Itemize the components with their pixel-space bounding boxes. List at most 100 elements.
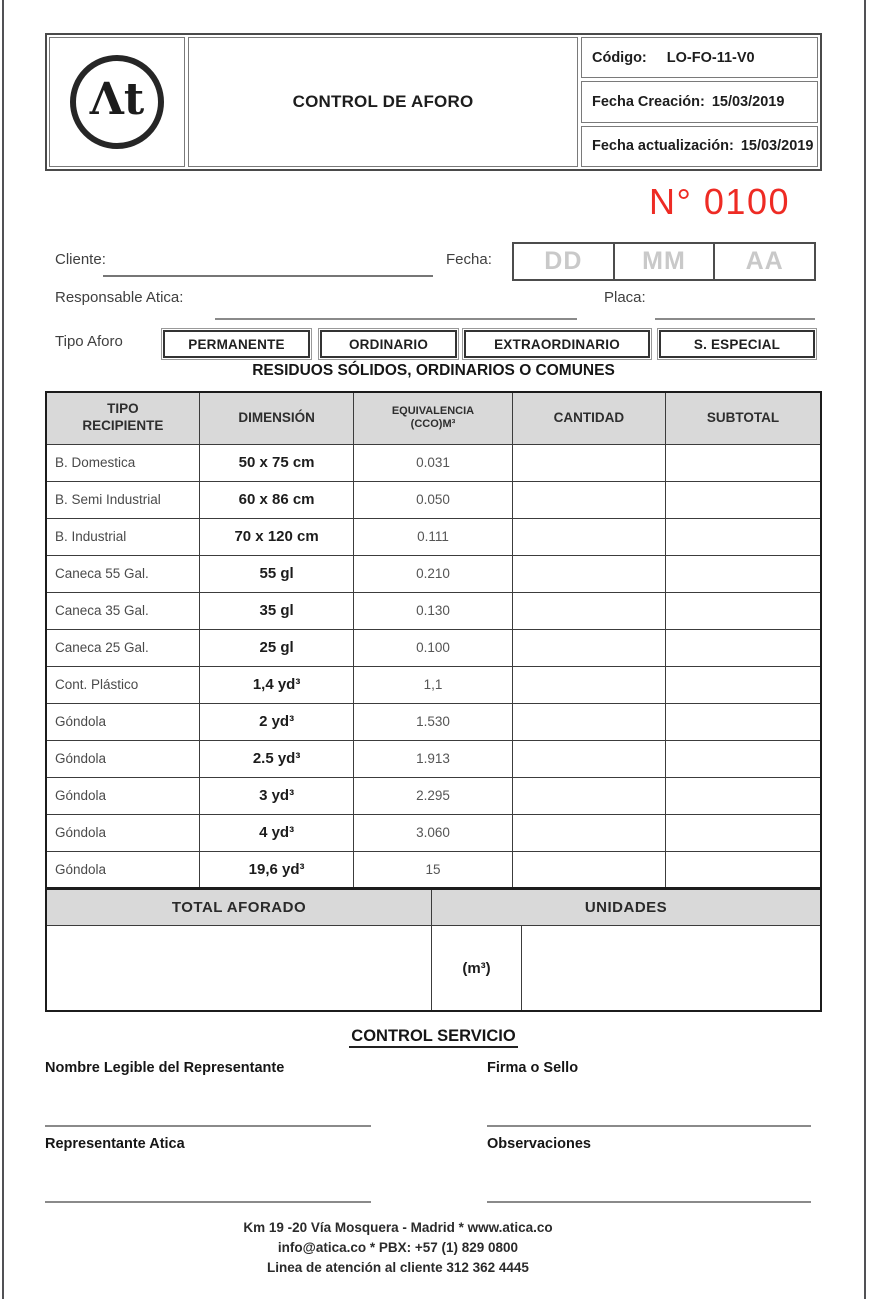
header-code-row: Código: LO-FO-11-V0	[581, 37, 818, 79]
date-box: DD MM AA	[512, 242, 816, 281]
dimension-cell: 1,4 yd³	[198, 665, 355, 704]
subtotal-cell[interactable]	[665, 591, 822, 630]
cantidad-cell[interactable]	[511, 776, 667, 815]
subtotal-cell[interactable]	[665, 813, 822, 852]
total-aforado-header: TOTAL AFORADO	[47, 890, 432, 925]
header-updated-row: Fecha actualización: 15/03/2019	[581, 125, 818, 167]
table-row: Cont. Plástico 1,4 yd³ 1,1	[45, 665, 822, 704]
dimension-cell: 3 yd³	[198, 776, 355, 815]
document-number: N° 0100	[649, 181, 790, 222]
date-label: Fecha:	[446, 251, 492, 268]
form-title: CONTROL DE AFORO	[188, 37, 578, 167]
equivalencia-cell: 0.050	[353, 480, 513, 519]
tipo-cell: B. Industrial	[45, 517, 200, 556]
totals-block: TOTAL AFORADO UNIDADES (m³)	[45, 888, 822, 1012]
plate-label: Placa:	[604, 289, 646, 306]
date-year-field[interactable]: AA	[713, 244, 814, 279]
client-input-line[interactable]	[103, 275, 433, 277]
tipo-cell: Góndola	[45, 739, 200, 778]
unidades-header: UNIDADES	[432, 890, 820, 925]
equivalencia-cell: 15	[353, 850, 513, 889]
dimension-cell: 60 x 86 cm	[198, 480, 355, 519]
page-border-right	[864, 0, 866, 1299]
col-header-subtotal: SUBTOTAL	[665, 391, 822, 445]
residuos-table: TIPO RECIPIENTE DIMENSIÓN EQUIVALENCIA (…	[45, 391, 822, 889]
cantidad-cell[interactable]	[511, 591, 667, 630]
table-row: B. Industrial 70 x 120 cm 0.111	[45, 517, 822, 556]
equivalencia-cell: 0.100	[353, 628, 513, 667]
table-row: Góndola 2.5 yd³ 1.913	[45, 739, 822, 778]
signature-seal-label: Firma o Sello	[487, 1060, 579, 1076]
tipo-cell: Cont. Plástico	[45, 665, 200, 704]
logo-cell: Λt	[49, 37, 185, 167]
unidades-value-cell[interactable]	[522, 926, 820, 1010]
tipo-cell: Góndola	[45, 702, 200, 741]
cantidad-cell[interactable]	[511, 480, 667, 519]
subtotal-cell[interactable]	[665, 554, 822, 593]
cantidad-cell[interactable]	[511, 739, 667, 778]
subtotal-cell[interactable]	[665, 739, 822, 778]
cantidad-cell[interactable]	[511, 665, 667, 704]
col-header-cantidad: CANTIDAD	[511, 391, 667, 445]
total-aforado-value-cell[interactable]	[47, 926, 432, 1010]
observations-line[interactable]	[487, 1201, 811, 1203]
date-month-field[interactable]: MM	[612, 244, 714, 279]
subtotal-cell[interactable]	[665, 850, 822, 889]
atica-logo-icon: Λt	[70, 54, 164, 149]
tipo-cell: Caneca 35 Gal.	[45, 591, 200, 630]
observations-label: Observaciones	[487, 1136, 591, 1152]
table-row: B. Semi Industrial 60 x 86 cm 0.050	[45, 480, 822, 519]
cantidad-cell[interactable]	[511, 850, 667, 889]
cantidad-cell[interactable]	[511, 702, 667, 741]
signature-seal-line[interactable]	[487, 1125, 811, 1127]
type-ordinario-button[interactable]: ORDINARIO	[318, 328, 459, 360]
page-border-left	[2, 0, 4, 1299]
atica-representative-line[interactable]	[45, 1201, 371, 1203]
control-servicio-title: CONTROL SERVICIO	[45, 1027, 822, 1048]
cantidad-cell[interactable]	[511, 554, 667, 593]
updated-value: 15/03/2019	[740, 138, 814, 155]
header-created-row: Fecha Creación: 15/03/2019	[581, 81, 818, 123]
date-day-field[interactable]: DD	[544, 247, 583, 275]
equivalencia-cell: 0.031	[353, 443, 513, 482]
tipo-cell: B. Semi Industrial	[45, 480, 200, 519]
table-row: B. Domestica 50 x 75 cm 0.031	[45, 443, 822, 482]
m3-unit-label: (m³)	[432, 926, 522, 1010]
footer-customer-line: Linea de atención al cliente 312 362 444…	[267, 1260, 529, 1275]
subtotal-cell[interactable]	[665, 517, 822, 556]
dimension-cell: 4 yd³	[198, 813, 355, 852]
type-especial-button[interactable]: S. ESPECIAL	[657, 328, 817, 360]
code-value: LO-FO-11-V0	[666, 49, 755, 66]
code-label: Código:	[592, 49, 647, 66]
footer-address: Km 19 -20 Vía Mosquera - Madrid * www.at…	[243, 1220, 553, 1235]
responsible-input-line[interactable]	[215, 318, 577, 320]
subtotal-cell[interactable]	[665, 665, 822, 704]
cantidad-cell[interactable]	[511, 813, 667, 852]
dimension-cell: 19,6 yd³	[198, 850, 355, 889]
tipo-cell: Góndola	[45, 850, 200, 889]
tipo-cell: B. Domestica	[45, 443, 200, 482]
table-row: Caneca 25 Gal. 25 gl 0.100	[45, 628, 822, 667]
cantidad-cell[interactable]	[511, 443, 667, 482]
representative-name-line[interactable]	[45, 1125, 371, 1127]
footer-contact-info: Km 19 -20 Vía Mosquera - Madrid * www.at…	[45, 1218, 751, 1278]
plate-input-line[interactable]	[655, 318, 815, 320]
created-label: Fecha Creación:	[592, 93, 705, 110]
subtotal-cell[interactable]	[665, 776, 822, 815]
table-row: Caneca 55 Gal. 55 gl 0.210	[45, 554, 822, 593]
form-header: Λt CONTROL DE AFORO Código: LO-FO-11-V0 …	[45, 33, 822, 171]
subtotal-cell[interactable]	[665, 443, 822, 482]
dimension-cell: 2 yd³	[198, 702, 355, 741]
section-title: RESIDUOS SÓLIDOS, ORDINARIOS O COMUNES	[252, 362, 615, 379]
created-value: 15/03/2019	[711, 93, 785, 110]
subtotal-cell[interactable]	[665, 480, 822, 519]
table-row: Góndola 4 yd³ 3.060	[45, 813, 822, 852]
cantidad-cell[interactable]	[511, 517, 667, 556]
subtotal-cell[interactable]	[665, 628, 822, 667]
type-permanente-button[interactable]: PERMANENTE	[161, 328, 312, 360]
type-extraordinario-button[interactable]: EXTRAORDINARIO	[462, 328, 652, 360]
cantidad-cell[interactable]	[511, 628, 667, 667]
subtotal-cell[interactable]	[665, 702, 822, 741]
tipo-cell: Caneca 25 Gal.	[45, 628, 200, 667]
